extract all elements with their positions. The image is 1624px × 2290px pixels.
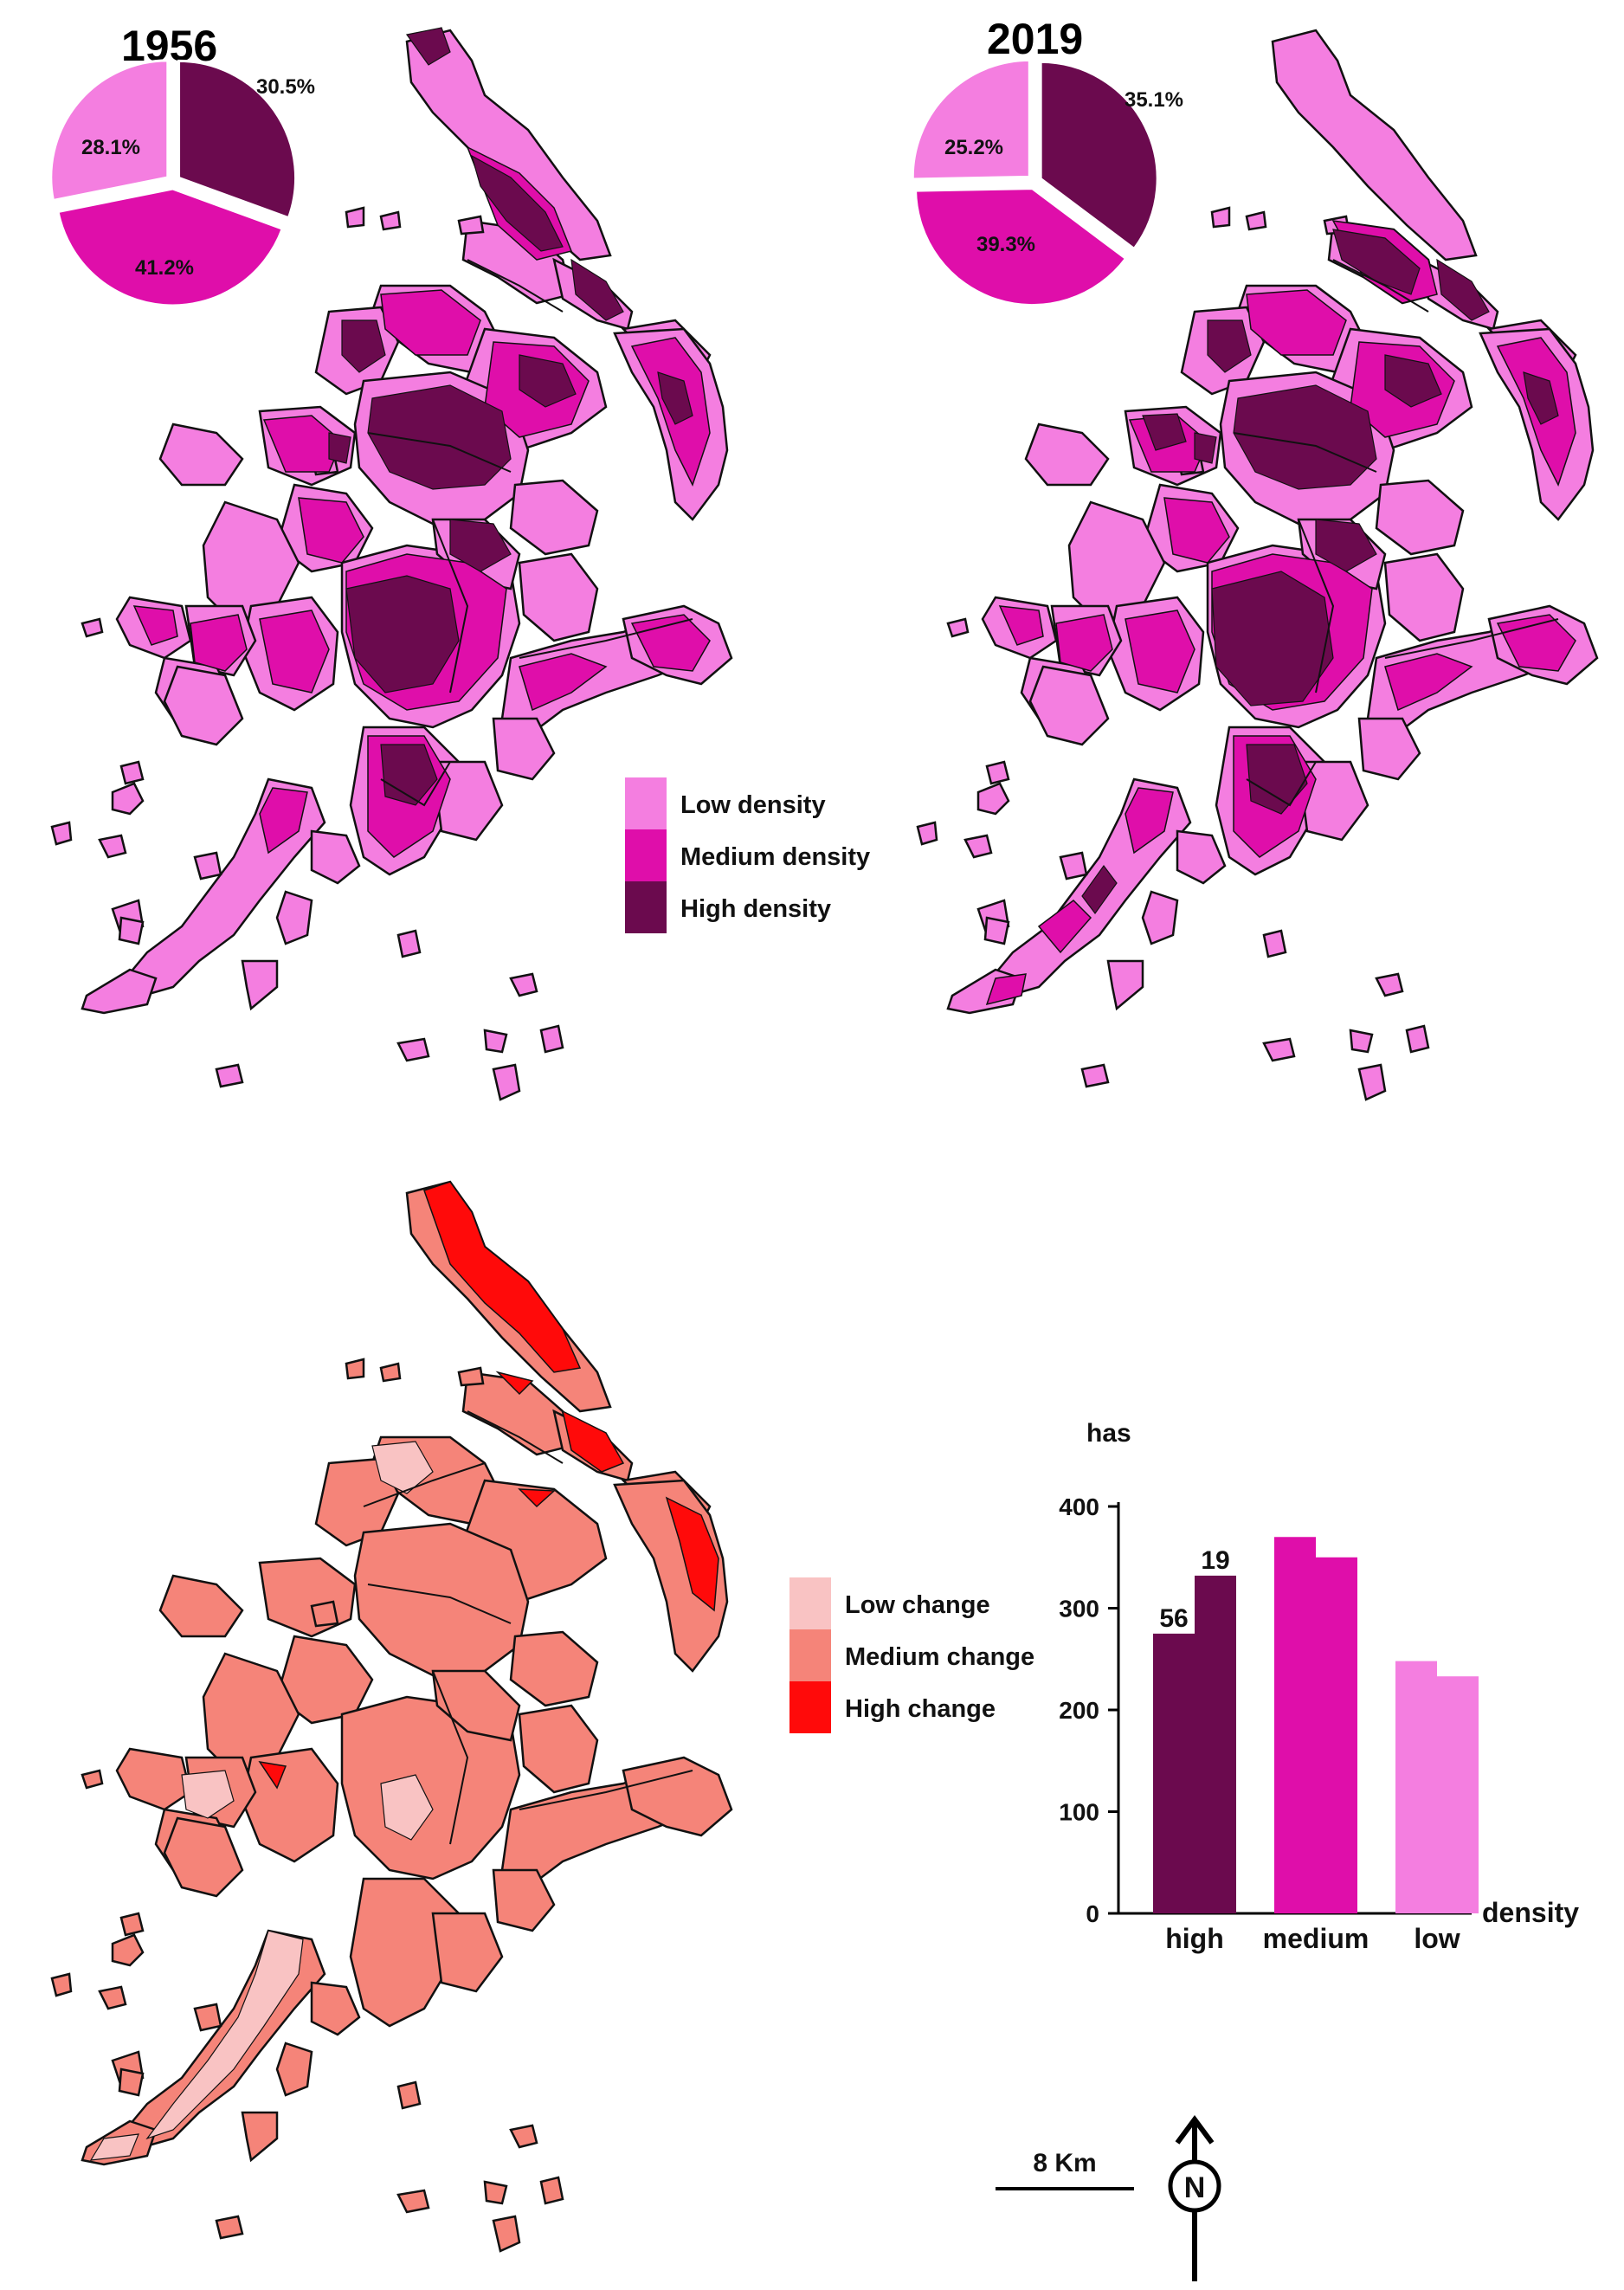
map-change-low-areas <box>89 1441 434 2161</box>
scale-bar-label: 8 Km <box>1033 2149 1096 2177</box>
density-legend-swatch-2 <box>625 881 667 933</box>
density-legend-label-0: Low density <box>680 791 826 819</box>
bar-chart-ytick-label-1: 100 <box>1059 1799 1099 1826</box>
pie-1956-slice-label-0: 30.5% <box>256 75 315 99</box>
pie-2019-slice-label-1: 39.3% <box>976 233 1035 256</box>
bar-chart-xlabel: density <box>1482 1897 1579 1928</box>
map-1956-roads <box>367 259 693 807</box>
bar-chart-ylabel: has <box>1086 1419 1131 1448</box>
bar-chart-ytick-label-3: 300 <box>1059 1596 1099 1622</box>
pie-1956-slice-0 <box>177 59 298 220</box>
density-legend-label-2: High density <box>680 895 831 923</box>
bar-chart-annotation-1: 19 <box>1201 1546 1229 1575</box>
map-1956-high-areas <box>328 27 693 806</box>
change-legend-label-2: High change <box>845 1695 996 1723</box>
change-legend-swatch-2 <box>789 1681 831 1733</box>
density-legend: Low density Medium density High density <box>625 777 870 933</box>
density-legend-swatch-1 <box>625 829 667 881</box>
map-2019-year-title: 2019 <box>987 15 1083 63</box>
pie-2019-slice-1 <box>914 187 1128 307</box>
bar-high-1 <box>1195 1575 1236 1913</box>
pie-2019-slice-0 <box>1039 60 1159 251</box>
pie-1956: 30.5% 41.2% 28.1% <box>49 59 315 307</box>
map-change-roads <box>363 1410 693 1845</box>
bar-low-1 <box>1437 1676 1479 1913</box>
change-legend-swatch-1 <box>789 1629 831 1681</box>
pie-2019-slice-2 <box>911 58 1031 181</box>
map-change-medium-areas <box>50 1180 733 2253</box>
bar-medium-0 <box>1274 1537 1316 1913</box>
change-legend-label-0: Low change <box>845 1591 990 1619</box>
bar-chart-ytick-label-0: 0 <box>1086 1900 1099 1927</box>
pie-2019: 35.1% 39.3% 25.2% <box>911 58 1183 307</box>
north-arrow-letter: N <box>1184 2171 1206 2204</box>
pie-2019-slice-label-0: 35.1% <box>1125 88 1183 112</box>
scale-bar: 8 Km <box>996 2149 1134 2190</box>
change-legend-swatch-0 <box>789 1577 831 1629</box>
pie-1956-slice-2 <box>49 59 170 203</box>
pie-2019-slice-label-2: 25.2% <box>944 136 1003 159</box>
bar-low-0 <box>1395 1661 1437 1913</box>
bar-medium-1 <box>1316 1557 1357 1913</box>
map-2019-roads <box>1233 259 1559 807</box>
map-change <box>50 1180 733 2253</box>
density-legend-swatch-0 <box>625 777 667 829</box>
map-change-high-areas <box>258 1181 719 1790</box>
bar-chart-annotation-0: 56 <box>1159 1604 1188 1633</box>
bar-chart: 0 100 200 300 400 has density high medium low 56 19 <box>1059 1419 1579 1954</box>
density-legend-label-1: Medium density <box>680 843 870 871</box>
pie-1956-slice-label-1: 41.2% <box>135 256 194 280</box>
pie-1956-slice-label-2: 28.1% <box>81 136 140 159</box>
bar-chart-ytick-label-2: 200 <box>1059 1697 1099 1724</box>
change-legend: Low change Medium change High change <box>789 1577 1034 1733</box>
bar-high-0 <box>1153 1633 1195 1913</box>
bar-chart-ytick-label-4: 400 <box>1059 1493 1099 1520</box>
north-arrow-icon: N <box>1168 2114 1221 2281</box>
bar-chart-xtick-label-0: high <box>1165 1923 1224 1954</box>
map-1956 <box>50 27 733 1101</box>
map-2019 <box>916 29 1599 1101</box>
pie-1956-slice-1 <box>56 187 285 307</box>
change-legend-label-1: Medium change <box>845 1643 1034 1671</box>
bar-chart-xtick-label-2: low <box>1414 1923 1460 1954</box>
bar-chart-xtick-label-1: medium <box>1263 1923 1369 1954</box>
